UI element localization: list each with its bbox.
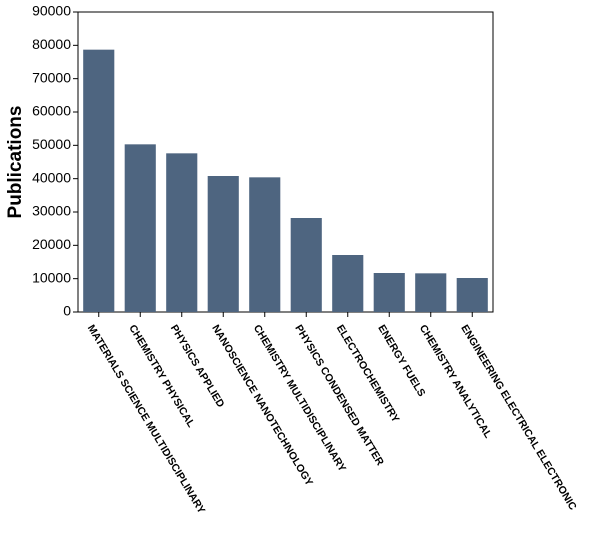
bar bbox=[166, 153, 198, 312]
x-tick-label: PHYSICS CONDENSED MATTER bbox=[292, 323, 386, 468]
bar bbox=[207, 176, 239, 312]
bar bbox=[415, 273, 447, 312]
bar bbox=[249, 177, 281, 312]
y-tick-label: 70000 bbox=[32, 69, 71, 85]
y-tick-label: 30000 bbox=[32, 203, 71, 219]
bar bbox=[83, 49, 115, 313]
bar bbox=[373, 273, 405, 312]
y-axis-label: Publications bbox=[5, 106, 26, 219]
plot-frame bbox=[77, 11, 494, 313]
y-tick-label: 60000 bbox=[32, 103, 71, 119]
bar bbox=[332, 255, 364, 312]
y-tick-label: 20000 bbox=[32, 236, 71, 252]
bar bbox=[456, 278, 488, 312]
x-tick-label: CHEMISTRY ANALYTICAL bbox=[417, 323, 494, 441]
bar bbox=[290, 218, 322, 312]
bar bbox=[124, 144, 156, 312]
y-tick-label: 0 bbox=[63, 303, 71, 319]
y-tick-label: 40000 bbox=[32, 169, 71, 185]
y-tick-label: 80000 bbox=[32, 36, 71, 52]
y-tick-label: 10000 bbox=[32, 269, 71, 285]
y-tick-label: 90000 bbox=[32, 3, 71, 19]
y-tick-label: 50000 bbox=[32, 136, 71, 152]
